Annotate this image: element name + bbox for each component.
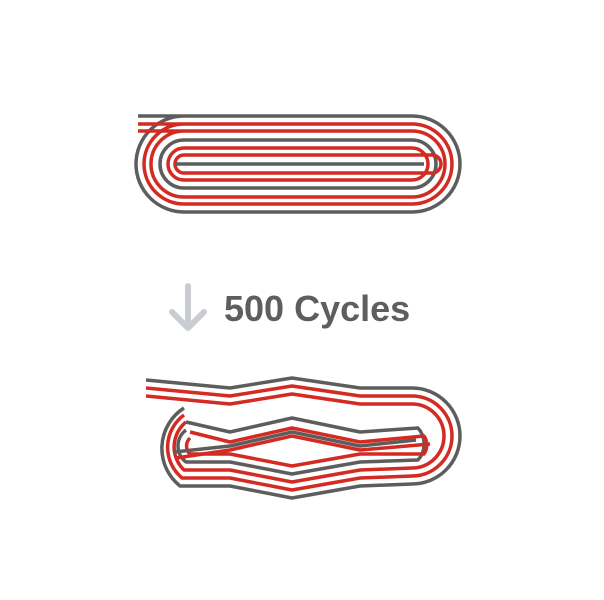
after-red-trace-2 xyxy=(145,392,446,484)
before-gray-inner-1 xyxy=(158,138,438,190)
after-folded-trace xyxy=(145,376,462,500)
before-red-inner-2 xyxy=(173,153,443,175)
before-outer-gray-trace xyxy=(134,114,462,214)
before-red-trace-2 xyxy=(138,129,447,199)
after-red-inner-1 xyxy=(184,426,429,468)
arrow-down-icon xyxy=(169,283,207,331)
after-gray-inner-1 xyxy=(176,416,426,476)
before-folded-trace xyxy=(134,114,462,214)
after-gray-core xyxy=(173,430,417,454)
cycle-count-label: 500 Cycles xyxy=(224,288,410,329)
before-red-trace-1 xyxy=(138,122,454,206)
after-red-trace-1 xyxy=(145,384,454,492)
cycle-caption: 500 Cycles xyxy=(169,283,410,331)
after-outer-gray-trace xyxy=(145,376,462,500)
after-red-inner-2 xyxy=(175,434,431,460)
